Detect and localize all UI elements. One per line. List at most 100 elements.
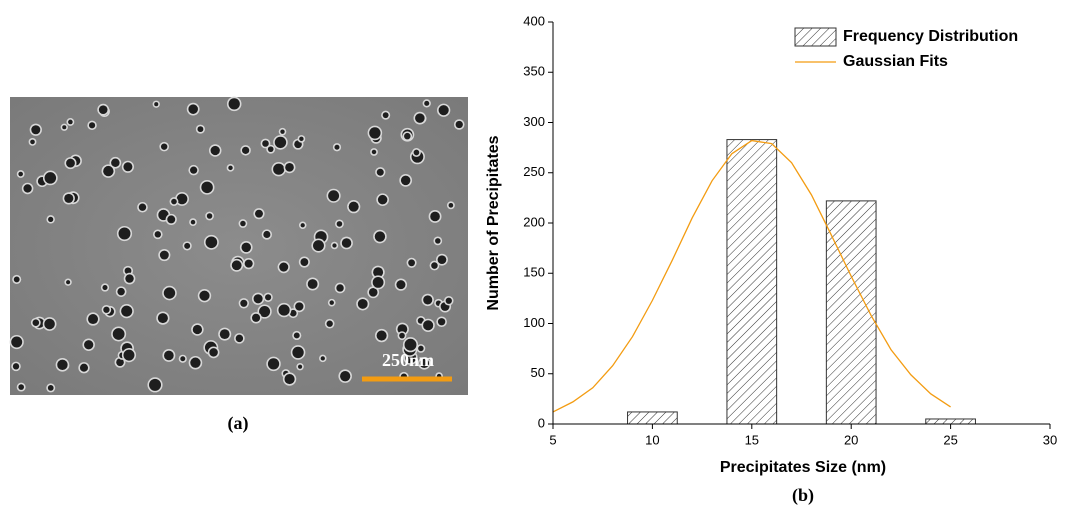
sem-particle [112,328,125,340]
sem-particle [209,348,218,357]
sem-particle [348,201,359,212]
sem-particle [340,371,351,382]
sem-particle [190,219,196,225]
sem-particle [320,356,325,361]
sem-particle [372,276,384,288]
sem-particle [455,120,463,129]
sem-particle [205,236,218,249]
sem-particle [251,313,261,322]
sem-particle [199,290,210,301]
sem-particle [336,284,344,292]
sem-particle [13,276,20,283]
sem-particle [435,238,441,244]
sem-particle [231,260,242,271]
sem-particle [341,238,352,248]
sem-particle [336,221,343,227]
sem-particle [371,149,377,155]
sem-particle [88,314,99,325]
bar [925,418,976,425]
sem-particle [278,304,290,316]
sem-particle [123,162,133,172]
x-tick-label: 5 [549,432,556,447]
sem-particle [167,215,176,224]
sem-particle [88,122,96,129]
sem-particle [190,166,198,174]
sem-particle [176,193,188,205]
sem-particle [118,227,131,240]
x-tick-label: 30 [1043,432,1057,447]
sem-particle [295,302,304,311]
sem-particle [397,324,408,335]
sem-particle [424,100,430,106]
sem-particle [103,306,110,313]
sem-particle [244,259,253,268]
sem-particle [413,149,420,156]
legend-label: Frequency Distribution [843,28,1018,45]
sem-particle [273,163,285,175]
sem-particle [32,319,40,326]
sem-particle [57,359,68,371]
sem-particle [404,132,411,140]
sem-particle [192,324,203,335]
sem-particle [31,125,41,135]
bar [825,200,877,425]
sem-particle [228,165,233,171]
sem-particle [64,193,74,203]
sem-particle [149,378,162,391]
sem-particle [255,209,263,218]
sem-particle [123,349,135,361]
sem-particle [190,357,201,368]
y-axis-label: Number of Precipitates [485,135,502,310]
sem-particle [117,287,125,296]
sem-particle [332,243,337,248]
caption-a: (a) [228,413,249,434]
sem-particle [121,305,133,317]
y-tick-label: 250 [523,164,545,179]
legend-label: Gaussian Fits [843,53,948,70]
sem-particle [437,318,446,326]
bar [627,411,678,425]
sem-particle [44,172,57,184]
sem-particle [30,139,35,145]
sem-particle [399,332,405,339]
sem-particle [423,295,433,305]
sem-particle [242,146,250,154]
sem-particle [12,363,20,370]
sem-particle [289,309,297,317]
sem-particle [18,384,24,390]
sem-particle [210,145,220,156]
sem-particle [285,162,294,172]
sem-particle [241,242,252,253]
x-tick-label: 20 [844,432,858,447]
sem-particle [293,332,300,339]
sem-particle [18,171,23,177]
sem-image [9,96,468,395]
sem-particle [263,230,271,239]
sem-particle [299,136,304,142]
sem-particle [48,216,54,222]
sem-particle [66,280,71,285]
sem-particle [68,119,73,125]
sem-particle [307,279,318,289]
x-axis-label: Precipitates Size (nm) [720,459,886,476]
sem-particle [376,168,384,176]
sem-particle [138,203,147,211]
sem-particle [47,385,54,391]
sem-particle [419,358,430,368]
sem-particle [98,105,108,114]
sem-particle [274,136,287,149]
sem-particle [334,144,340,150]
sem-particle [377,194,388,205]
sem-particle [369,127,381,139]
sem-particle [423,320,434,331]
sem-particle [180,356,186,362]
y-tick-label: 200 [523,214,545,229]
y-tick-label: 300 [523,114,545,129]
sem-particle [267,358,280,370]
sem-particle [326,320,333,327]
fit-line [552,139,951,413]
sem-particle [197,126,204,133]
sem-particle [284,373,295,385]
sem-particle [124,267,132,275]
bar [726,139,778,425]
